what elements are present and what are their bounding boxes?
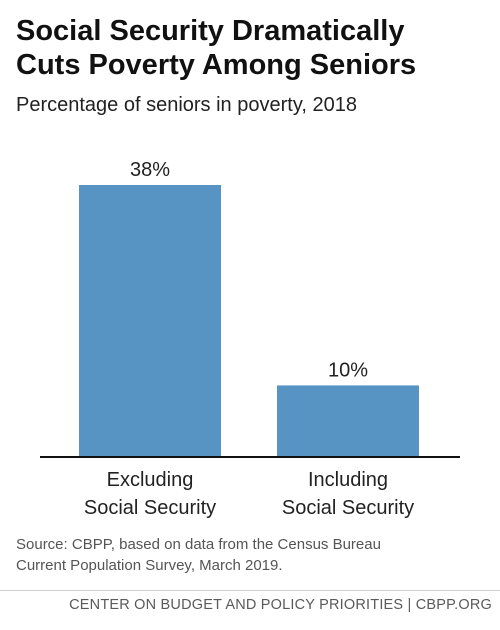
bar-chart: 38% Excluding Social Security 10% Including S… bbox=[40, 159, 460, 519]
footer-credit: CENTER ON BUDGET AND POLICY PRIORITIES |… bbox=[69, 597, 492, 613]
category-label-1-line-1: Excluding bbox=[107, 469, 194, 491]
chart-title-line-1: Social Security Dramatically bbox=[16, 15, 405, 47]
data-label-1: 38% bbox=[130, 159, 170, 181]
source-line-2: Current Population Survey, March 2019. bbox=[16, 557, 283, 574]
category-label-2-line-2: Social Security bbox=[282, 497, 414, 519]
category-label-2-line-1: Including bbox=[308, 469, 388, 491]
bar-2 bbox=[277, 385, 419, 457]
source-note: Source: CBPP, based on data from the Cen… bbox=[16, 534, 486, 576]
chart-title: Social Security Dramatically Cuts Povert… bbox=[16, 14, 486, 82]
category-label-1-line-2: Social Security bbox=[84, 497, 216, 519]
chart-subtitle: Percentage of seniors in poverty, 2018 bbox=[16, 94, 357, 116]
source-line-1: Source: CBPP, based on data from the Cen… bbox=[16, 536, 381, 553]
bar-1 bbox=[79, 185, 221, 457]
data-label-2: 10% bbox=[328, 359, 368, 381]
chart-title-line-2: Cuts Poverty Among Seniors bbox=[16, 49, 417, 81]
footer-divider bbox=[0, 590, 500, 591]
